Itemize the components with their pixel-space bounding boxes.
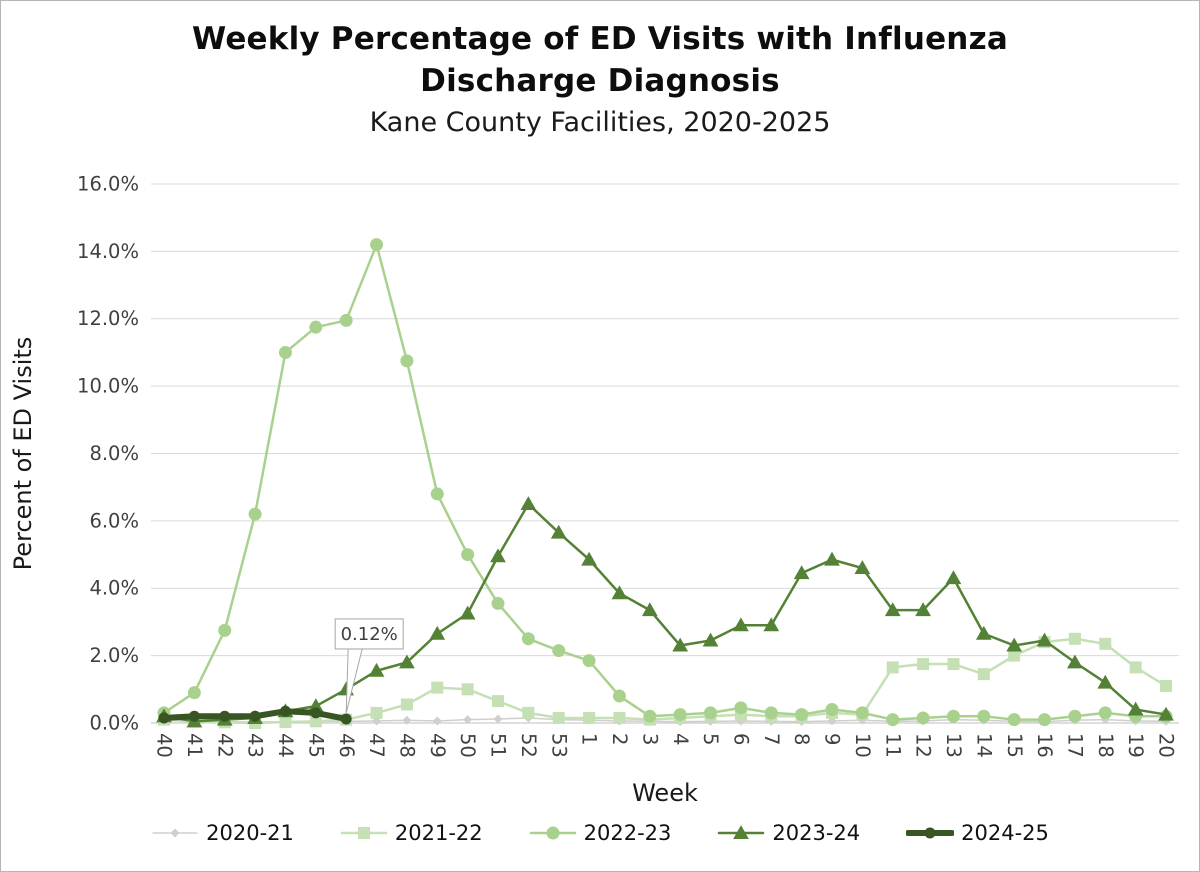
y-axis-tick-labels: 0.0% 2.0% 4.0% 6.0% 8.0% 10.0% 12.0% 14.0% 16.0% (77, 172, 139, 734)
svg-text:8.0%: 8.0% (89, 442, 139, 465)
svg-text:48: 48 (395, 733, 418, 758)
legend-marker-diamond-icon (152, 828, 198, 838)
svg-text:16.0%: 16.0% (77, 172, 139, 195)
svg-text:1: 1 (578, 733, 601, 745)
svg-text:12: 12 (912, 733, 935, 758)
legend-label: 2022-23 (583, 821, 672, 845)
svg-text:12.0%: 12.0% (77, 307, 139, 330)
svg-text:6.0%: 6.0% (89, 509, 139, 532)
y-axis-title: Percent of ED Visits (9, 337, 37, 571)
svg-text:41: 41 (183, 733, 206, 758)
series-2023-24 (156, 496, 1174, 728)
svg-text:4.0%: 4.0% (89, 577, 139, 600)
legend-label: 2023-24 (772, 821, 861, 845)
svg-text:8: 8 (790, 733, 813, 745)
svg-text:2.0%: 2.0% (89, 644, 139, 667)
svg-text:14: 14 (972, 733, 995, 758)
svg-text:10: 10 (851, 733, 874, 758)
gridlines (151, 183, 1179, 724)
chart-svg: 0.0% 2.0% 4.0% 6.0% 8.0% 10.0% 12.0% 14.0% 16.0%… (9, 172, 1179, 807)
chart-title-line1: Weekly Percentage of ED Visits with Infl… (192, 21, 1008, 57)
svg-text:17: 17 (1063, 733, 1086, 758)
svg-text:40: 40 (153, 733, 176, 758)
svg-text:44: 44 (274, 733, 297, 758)
svg-text:16: 16 (1033, 733, 1056, 758)
legend-item-2023-24: 2023-24 (717, 821, 860, 845)
svg-text:49: 49 (426, 733, 449, 758)
svg-text:2: 2 (608, 733, 631, 745)
svg-text:0.12%: 0.12% (341, 624, 398, 645)
svg-text:9: 9 (821, 733, 844, 745)
legend-label: 2021-22 (394, 821, 483, 845)
legend-item-2021-22: 2021-22 (340, 821, 483, 845)
svg-text:50: 50 (456, 733, 479, 758)
legend-label: 2020-21 (206, 821, 294, 845)
svg-text:14.0%: 14.0% (77, 240, 139, 263)
svg-text:46: 46 (335, 733, 358, 758)
svg-text:45: 45 (304, 733, 327, 758)
svg-text:18: 18 (1094, 733, 1117, 758)
svg-text:13: 13 (942, 733, 965, 758)
svg-text:11: 11 (881, 733, 904, 758)
chart-subtitle: Kane County Facilities, 2020-2025 (369, 107, 831, 138)
series-2024-25 (158, 705, 352, 725)
svg-text:52: 52 (517, 733, 540, 758)
legend-item-2020-21: 2020-21 (151, 821, 294, 845)
svg-text:53: 53 (547, 733, 570, 758)
svg-text:42: 42 (213, 733, 236, 758)
svg-text:20: 20 (1155, 733, 1178, 758)
svg-text:7: 7 (760, 733, 783, 745)
legend-marker-square-icon (340, 827, 388, 839)
legend-marker-circle-icon (906, 827, 955, 839)
x-axis-tick-labels: 40 41 42 43 44 45 46 47 48 49 50 51 52 53 1 2 3 4 5 6 7 8 9 10 1… (153, 733, 1178, 758)
svg-text:6: 6 (729, 733, 752, 745)
legend-label: 2024-25 (961, 821, 1049, 845)
svg-text:43: 43 (244, 733, 267, 758)
svg-text:0.0%: 0.0% (89, 711, 139, 734)
annotation-callout: 0.12% (334, 618, 404, 714)
legend-item-2024-25: 2024-25 (906, 821, 1049, 845)
svg-text:19: 19 (1124, 733, 1147, 758)
chart-title-line2: Discharge Diagnosis (420, 63, 780, 99)
svg-text:5: 5 (699, 733, 722, 745)
svg-text:51: 51 (487, 733, 510, 758)
x-axis-title: Week (632, 779, 698, 807)
plot-area: 0.0% 2.0% 4.0% 6.0% 8.0% 10.0% 12.0% 14.0% 16.0%… (1, 151, 1199, 823)
svg-text:15: 15 (1003, 733, 1026, 758)
svg-text:47: 47 (365, 733, 388, 758)
series-2022-23 (157, 238, 1173, 727)
legend-item-2022-23: 2022-23 (529, 821, 672, 845)
legend-marker-triangle-icon (718, 825, 765, 839)
svg-text:10.0%: 10.0% (77, 375, 139, 398)
svg-text:3: 3 (638, 733, 661, 745)
legend: 2020-21 2021-22 2022-23 2023-24 2024-25 (1, 821, 1199, 845)
svg-text:4: 4 (669, 733, 692, 745)
legend-marker-circle-icon (529, 826, 576, 840)
